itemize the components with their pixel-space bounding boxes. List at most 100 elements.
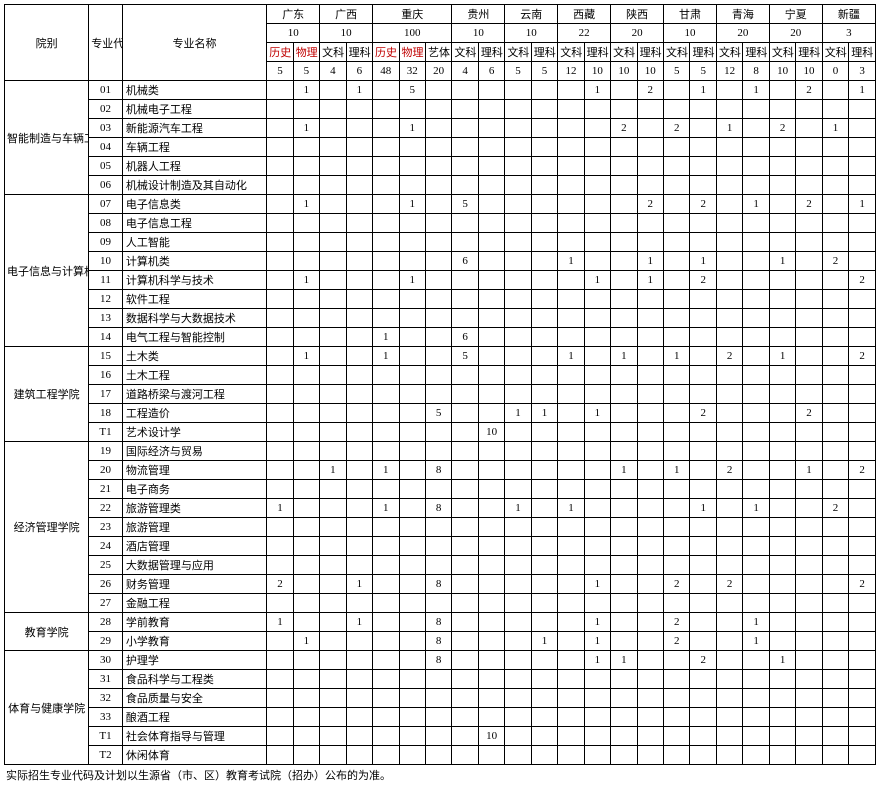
cell xyxy=(822,290,848,309)
cell xyxy=(399,670,425,689)
table-row: 08电子信息工程 xyxy=(5,214,876,233)
cell: 1 xyxy=(399,271,425,290)
cell: 5 xyxy=(399,81,425,100)
cell xyxy=(611,290,637,309)
cell xyxy=(452,537,478,556)
cell xyxy=(267,100,293,119)
cell xyxy=(373,537,399,556)
cell xyxy=(584,195,610,214)
cell xyxy=(425,328,451,347)
cell xyxy=(611,594,637,613)
subtotal-8: 6 xyxy=(478,62,504,81)
cell xyxy=(478,328,504,347)
cell xyxy=(664,708,690,727)
subtotal-3: 6 xyxy=(346,62,372,81)
cell xyxy=(399,157,425,176)
cell: 1 xyxy=(293,195,319,214)
cell xyxy=(849,214,876,233)
cell xyxy=(743,214,769,233)
subj-cq-1: 物理 xyxy=(399,43,425,62)
cell xyxy=(558,746,584,765)
cell xyxy=(373,138,399,157)
cell xyxy=(293,746,319,765)
cell xyxy=(452,157,478,176)
cell xyxy=(558,385,584,404)
cell xyxy=(743,575,769,594)
cell xyxy=(373,727,399,746)
cell xyxy=(531,442,557,461)
code: 06 xyxy=(89,176,123,195)
cell xyxy=(796,138,822,157)
cell xyxy=(849,556,876,575)
cell xyxy=(373,689,399,708)
cell xyxy=(399,632,425,651)
major: 数据科学与大数据技术 xyxy=(122,309,266,328)
subtotal-10: 5 xyxy=(531,62,557,81)
cell xyxy=(531,594,557,613)
cell xyxy=(822,385,848,404)
cell xyxy=(849,290,876,309)
cell: 2 xyxy=(796,195,822,214)
cell xyxy=(373,214,399,233)
cell xyxy=(769,442,795,461)
cell xyxy=(399,423,425,442)
province-0: 广东 xyxy=(267,5,320,24)
cell xyxy=(558,404,584,423)
cell xyxy=(716,366,742,385)
cell xyxy=(425,556,451,575)
cell xyxy=(320,499,346,518)
cell xyxy=(611,404,637,423)
cell: 5 xyxy=(452,347,478,366)
cell xyxy=(425,138,451,157)
cell xyxy=(849,613,876,632)
cell: 2 xyxy=(822,499,848,518)
cell xyxy=(346,366,372,385)
code: 05 xyxy=(89,157,123,176)
cell xyxy=(796,651,822,670)
cell xyxy=(399,214,425,233)
cell xyxy=(267,480,293,499)
cell xyxy=(690,518,716,537)
subtotal-1: 5 xyxy=(293,62,319,81)
code: 03 xyxy=(89,119,123,138)
subj-gd-1: 物理 xyxy=(293,43,319,62)
cell xyxy=(584,290,610,309)
code: 18 xyxy=(89,404,123,423)
cell xyxy=(531,499,557,518)
cell xyxy=(558,81,584,100)
cell: 8 xyxy=(425,575,451,594)
cell xyxy=(584,252,610,271)
cell xyxy=(293,385,319,404)
code: 16 xyxy=(89,366,123,385)
cell xyxy=(320,404,346,423)
cell xyxy=(769,385,795,404)
cell xyxy=(769,632,795,651)
cell xyxy=(664,537,690,556)
cell xyxy=(320,594,346,613)
subj-w-6: 文科 xyxy=(769,43,795,62)
cell xyxy=(796,499,822,518)
cell xyxy=(293,138,319,157)
cell xyxy=(637,119,663,138)
cell xyxy=(293,689,319,708)
cell xyxy=(293,537,319,556)
cell: 8 xyxy=(425,632,451,651)
cell xyxy=(346,176,372,195)
cell xyxy=(822,328,848,347)
cell xyxy=(769,613,795,632)
cell xyxy=(505,556,531,575)
cell xyxy=(267,385,293,404)
cell xyxy=(822,518,848,537)
cell xyxy=(293,100,319,119)
cell xyxy=(769,309,795,328)
cell xyxy=(425,100,451,119)
cell xyxy=(637,176,663,195)
cell xyxy=(690,442,716,461)
cell: 1 xyxy=(849,195,876,214)
cell xyxy=(796,328,822,347)
cell xyxy=(743,252,769,271)
cell xyxy=(822,746,848,765)
cell xyxy=(373,746,399,765)
cell: 1 xyxy=(558,499,584,518)
cell xyxy=(637,290,663,309)
